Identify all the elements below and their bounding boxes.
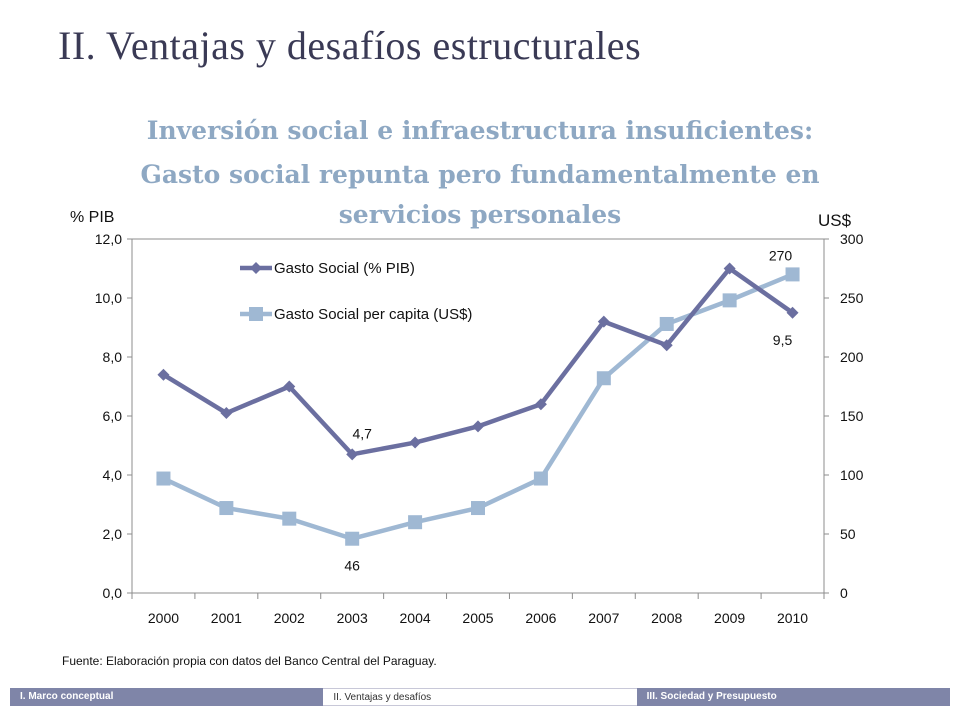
subtitle-line-1: Inversión social e infraestructura insuf…	[146, 116, 814, 145]
x-tick-label: 2006	[525, 610, 556, 626]
left-tick-label: 8,0	[103, 349, 123, 365]
right-tick-label: 0	[840, 585, 848, 601]
data-point-s1	[220, 407, 233, 420]
left-tick-label: 6,0	[103, 408, 123, 424]
x-tick-label: 2010	[777, 610, 808, 626]
data-point-s2	[408, 515, 423, 530]
subtitle-line-3: servicios personales	[338, 200, 622, 229]
data-point-s1	[786, 306, 799, 319]
y-axis-right-title: US$	[818, 211, 852, 230]
data-point-s1	[409, 436, 422, 449]
data-point-s1	[723, 262, 736, 275]
line-chart: 0,0 2,0 4,0 6,0 8,0 10,0 12,0 0 50 100 150 200 250 30…	[70, 209, 864, 626]
x-tick-label: 2000	[148, 610, 179, 626]
footer-nav: I. Marco conceptual II. Ventajas y desaf…	[10, 688, 950, 706]
plot-area	[131, 238, 825, 594]
x-tick-label: 2005	[462, 610, 493, 626]
legend-label-1: Gasto Social (% PIB)	[274, 260, 415, 277]
data-point-s2	[345, 531, 360, 546]
data-label: 4,7	[352, 425, 372, 441]
x-tick-label: 2003	[337, 610, 368, 626]
right-tick-label: 100	[840, 467, 864, 483]
data-point-s2	[533, 471, 548, 486]
left-tick-label: 2,0	[103, 526, 123, 542]
subtitle-line-2: Gasto social repunta pero fundamentalmen…	[140, 160, 820, 189]
data-point-s2	[156, 471, 171, 486]
data-label: 9,5	[773, 332, 793, 348]
legend-marker-2	[249, 307, 263, 321]
source-note: Fuente: Elaboración propia con datos del…	[62, 654, 437, 668]
data-point-s2	[659, 316, 674, 331]
data-label: 270	[769, 247, 793, 263]
data-point-s1	[346, 448, 359, 461]
x-tick-label: 2002	[274, 610, 305, 626]
right-tick-label: 200	[840, 349, 864, 365]
data-point-s1	[283, 380, 296, 393]
data-point-s2	[471, 501, 485, 516]
data-label: 46	[344, 558, 360, 574]
left-tick-label: 4,0	[103, 467, 123, 483]
legend-marker-1	[250, 262, 262, 274]
right-tick-label: 300	[840, 231, 864, 247]
footer-item-ventajas[interactable]: II. Ventajas y desafíos	[323, 688, 637, 706]
data-point-s1	[534, 398, 547, 411]
data-point-s2	[785, 267, 800, 282]
data-point-s1	[472, 420, 484, 433]
data-point-s1	[597, 315, 610, 328]
slide-title: II. Ventajas y desafíos estructurales	[58, 23, 642, 68]
x-tick-label: 2004	[400, 610, 431, 626]
footer-item-marco[interactable]: I. Marco conceptual	[10, 688, 324, 706]
data-point-s2	[596, 371, 611, 386]
right-tick-label: 150	[840, 408, 864, 424]
x-tick-label: 2001	[211, 610, 242, 626]
footer-item-sociedad[interactable]: III. Sociedad y Presupuesto	[636, 688, 950, 706]
right-tick-label: 250	[840, 290, 864, 306]
data-point-s2	[722, 293, 737, 308]
x-tick-label: 2007	[588, 610, 619, 626]
right-tick-label: 50	[840, 526, 856, 542]
x-tick-label: 2008	[651, 610, 682, 626]
data-point-s1	[157, 368, 170, 381]
data-point-s2	[282, 511, 297, 526]
y-axis-left-title: % PIB	[70, 209, 114, 226]
data-point-s1	[660, 339, 673, 352]
x-tick-label: 2009	[714, 610, 745, 626]
left-tick-label: 12,0	[95, 231, 122, 247]
left-tick-label: 10,0	[95, 290, 122, 306]
left-tick-label: 0,0	[103, 585, 123, 601]
legend-label-2: Gasto Social per capita (US$)	[274, 306, 472, 323]
data-point-s2	[219, 501, 234, 516]
